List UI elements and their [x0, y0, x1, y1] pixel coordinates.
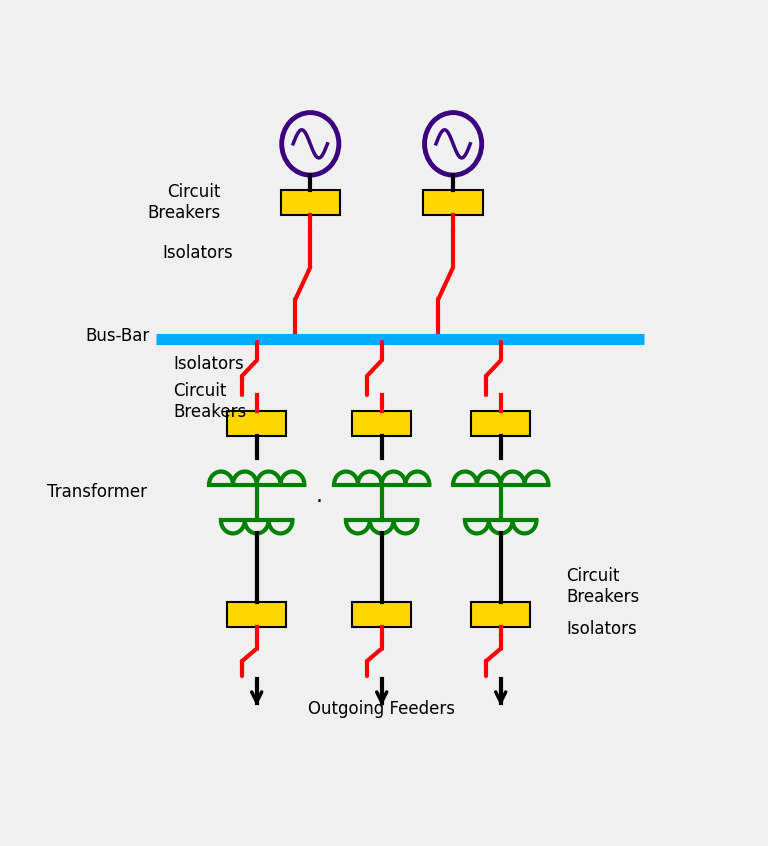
Text: Circuit
Breakers: Circuit Breakers: [147, 183, 221, 222]
FancyBboxPatch shape: [471, 602, 531, 627]
Text: Isolators: Isolators: [566, 620, 637, 638]
Text: Circuit
Breakers: Circuit Breakers: [174, 382, 247, 420]
FancyBboxPatch shape: [227, 411, 286, 436]
FancyBboxPatch shape: [352, 411, 412, 436]
Text: Isolators: Isolators: [162, 244, 233, 261]
FancyBboxPatch shape: [227, 602, 286, 627]
Text: Transformer: Transformer: [47, 483, 147, 502]
Text: Isolators: Isolators: [174, 355, 244, 373]
FancyBboxPatch shape: [280, 190, 340, 215]
Text: Circuit
Breakers: Circuit Breakers: [566, 568, 640, 607]
FancyBboxPatch shape: [471, 411, 531, 436]
FancyBboxPatch shape: [423, 190, 483, 215]
FancyBboxPatch shape: [352, 602, 412, 627]
Text: .: .: [316, 486, 323, 506]
Text: Outgoing Feeders: Outgoing Feeders: [308, 700, 455, 717]
Text: Bus-Bar: Bus-Bar: [85, 327, 150, 345]
